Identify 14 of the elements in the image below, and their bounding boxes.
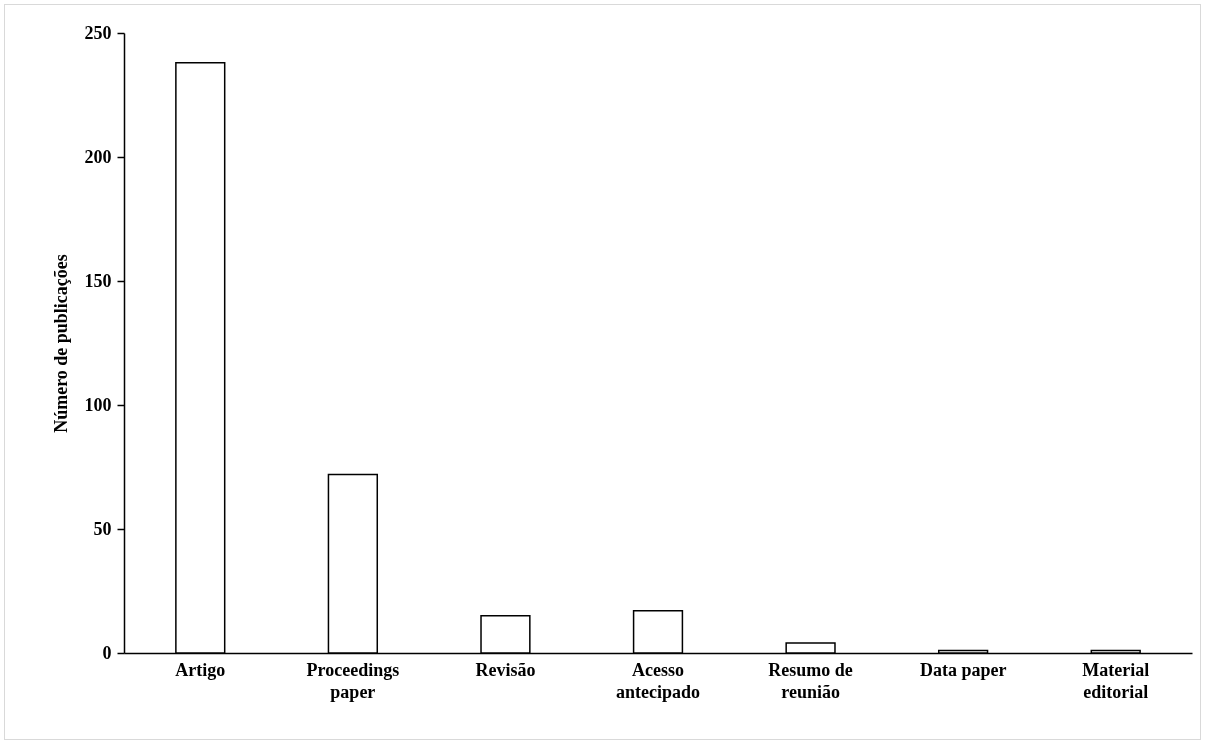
x-tick-label: Proceedings paper <box>306 659 400 702</box>
x-tick-label: Material editorial <box>1082 659 1150 702</box>
y-tick-label: 250 <box>84 22 112 43</box>
x-tick-label: Artigo <box>175 659 226 680</box>
y-tick-label: 0 <box>102 642 112 663</box>
x-tick-label: Resumo de reunião <box>768 659 853 702</box>
y-axis-title: Número de publicações <box>50 254 71 433</box>
y-tick-label: 100 <box>84 394 112 415</box>
x-tick-label: Data paper <box>919 659 1007 680</box>
x-tick-label: Acesso antecipado <box>615 659 701 702</box>
y-tick-label: 50 <box>93 518 112 539</box>
x-tick-label: Revisão <box>475 659 536 680</box>
y-tick-label: 150 <box>84 270 112 291</box>
y-tick-label: 200 <box>84 146 112 167</box>
